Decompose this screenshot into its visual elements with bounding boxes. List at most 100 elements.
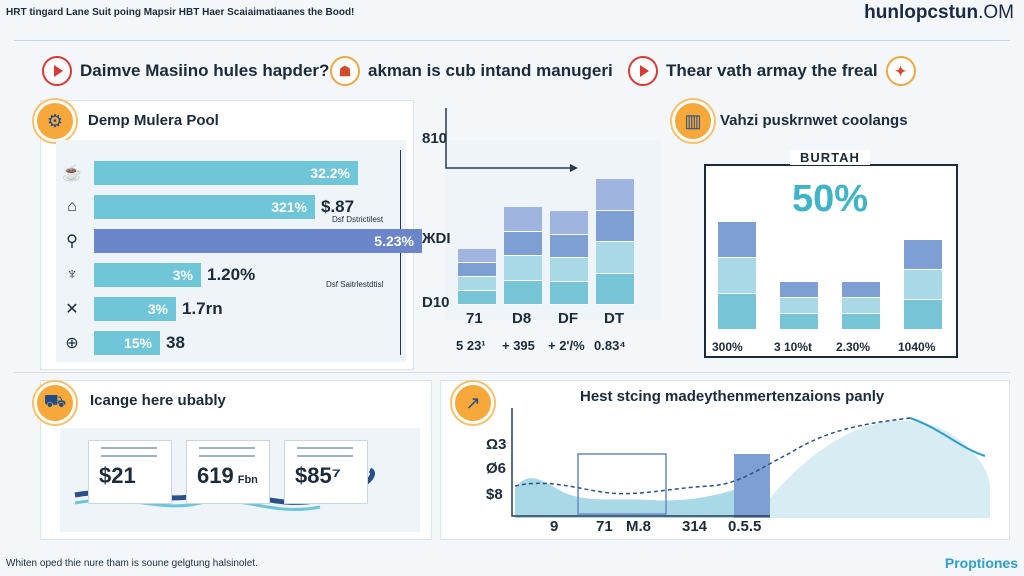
headline-2-text: akman is cub intand manugeri [368, 61, 613, 80]
pool-bar-value: $.87 [321, 197, 355, 216]
value-label: + 2'/% [548, 338, 585, 353]
headline-1[interactable]: Daimve Masiino hules hapder? [42, 56, 329, 86]
compass-icon: ⊕ [65, 335, 79, 352]
pool-icon: ⚙ [34, 100, 76, 142]
tools-icon: ✕ [65, 301, 79, 318]
footer-link[interactable]: Proptiones [944, 555, 1018, 571]
savings-segment [718, 258, 756, 294]
site-domain: .OM [978, 2, 1014, 23]
value-card[interactable]: $85⁷ [284, 440, 368, 504]
y-tick-mid: ЖDI [422, 230, 451, 247]
stack-bar [596, 179, 634, 305]
stack-segment [458, 277, 496, 291]
card-suffix: Fbn [237, 474, 258, 486]
play-icon[interactable] [42, 56, 72, 86]
pool-bar-value: 38 [166, 333, 185, 352]
card-value: 619 Fbn [197, 463, 258, 488]
cards-title: Icange here ubably [90, 392, 226, 409]
y-tick-bottom: D10 [422, 294, 450, 311]
value-label: 0.83⁴ [594, 338, 626, 353]
pool-row: 15% 38 [94, 330, 185, 356]
trend-x-tick-2: 71 [596, 518, 613, 535]
stack-segment [596, 210, 634, 242]
pool-bar-value: 1.7rn [182, 299, 223, 318]
stack-segment [550, 234, 588, 258]
pool-note-2: Dsf Saitrlestdtisl [326, 280, 384, 289]
footer-text: Whiten oped thie nure tham is soune gelg… [6, 558, 258, 569]
savings-bar [904, 240, 942, 330]
pool-title: Demp Mulera Pool [88, 112, 219, 129]
card-caption-lines [199, 447, 255, 457]
savings-segment [904, 270, 942, 300]
value-label: 5 23¹ [456, 338, 486, 353]
page-title: HRT tingard Lane Suit poing Mapsir HBT H… [6, 7, 355, 18]
house-icon: ⌂ [67, 198, 77, 215]
stack-segment [550, 281, 588, 305]
pool-bar: 3% [94, 263, 201, 287]
savings-segment [780, 282, 818, 298]
card-caption-lines [101, 447, 157, 457]
pool-bar: 5.23% [94, 229, 422, 253]
cards-icon: ⛟ [34, 382, 76, 424]
savings-icon: ▥ [672, 100, 714, 142]
x-tick-label: DF [558, 310, 578, 327]
stack-segment [504, 207, 542, 232]
savings-subtitle: BURTAH [790, 150, 870, 165]
headline-1-text: Daimve Masiino hules hapder? [80, 61, 330, 80]
y-tick-top: 810 [422, 130, 448, 147]
pool-row: 32.2% [94, 160, 358, 186]
savings-segment [780, 314, 818, 330]
stack-segment [596, 242, 634, 274]
stack-segment [504, 231, 542, 256]
cup-icon: ☕ [62, 165, 82, 182]
savings-percent: 50% [792, 178, 869, 220]
x-tick-label: DT [604, 310, 624, 327]
trend-title: Hest stcing madeythenmertenzaions panly [580, 388, 885, 405]
headline-3-text: Thear vath armay the freal [666, 61, 878, 80]
savings-segment [842, 282, 880, 298]
site-name: hunlopcstun [864, 2, 979, 23]
card-value: $85⁷ [295, 463, 341, 488]
savings-title: Vahzi puskrnwet coolangs [720, 112, 908, 129]
trend-y-tick-2: Ø6 [486, 460, 507, 477]
pool-bar-value: 1.20% [207, 265, 256, 284]
savings-bar [780, 282, 818, 330]
trend-y-tick-1: Ω3 [486, 436, 507, 453]
x-tick-label: D8 [512, 310, 532, 327]
trend-x-tick-4: 314 [682, 518, 708, 535]
pool-bar: 32.2% [94, 161, 358, 185]
card-caption-lines [297, 447, 353, 457]
stack-segment [504, 256, 542, 281]
trend-y-tick-3: $8 [486, 486, 503, 503]
stack-bar [504, 207, 542, 305]
play-icon[interactable] [628, 56, 658, 86]
pool-bar: 3% [94, 297, 176, 321]
value-label: + 395 [502, 338, 535, 353]
pool-bar: 15% [94, 331, 160, 355]
stack-bar [550, 211, 588, 305]
stack-segment [596, 273, 634, 305]
stack-segment [596, 179, 634, 211]
emblem-icon: ✦ [885, 56, 916, 86]
value-card[interactable]: 619 Fbn [186, 440, 270, 504]
savings-bar-label: 3 10%t [774, 340, 813, 354]
savings-segment [718, 222, 756, 258]
savings-bar-label: 2.30% [836, 340, 871, 354]
site-logo[interactable]: hunlopcstun.OM [864, 2, 1014, 24]
headline-2[interactable]: ☗ akman is cub intand manugeri [330, 56, 613, 86]
header-divider [14, 40, 1010, 41]
headline-3[interactable]: Thear vath armay the freal ✦ [628, 56, 916, 86]
trend-x-tick-5: 0.5.5 [728, 518, 762, 535]
savings-bar-label: 300% [712, 340, 743, 354]
savings-bar-label: 1040% [898, 340, 936, 354]
stack-chart-axis [445, 108, 578, 172]
stack-segment [458, 263, 496, 277]
pool-note-1: Dsf Dstrictilest [332, 215, 384, 224]
value-card[interactable]: $21 [88, 440, 172, 504]
trend-icon: ↗ [452, 382, 494, 424]
pool-bar: 321% [94, 195, 315, 219]
stack-segment [458, 249, 496, 263]
savings-segment [718, 294, 756, 330]
savings-segment [842, 314, 880, 330]
pool-row: 3% 1.7rn [94, 296, 223, 322]
